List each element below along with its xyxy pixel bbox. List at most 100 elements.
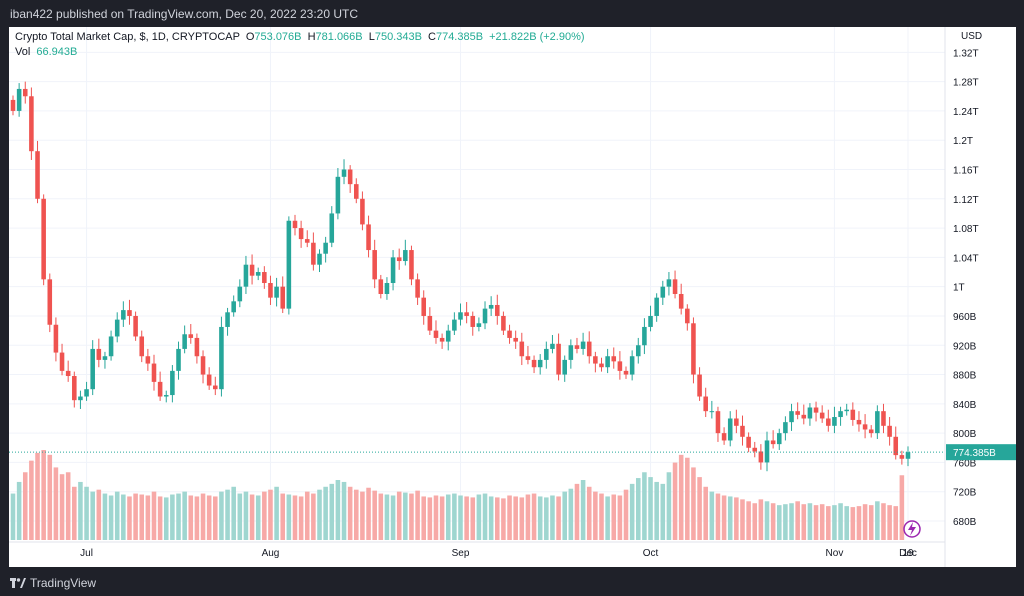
volume-bar <box>832 505 837 540</box>
candle-body <box>752 447 758 452</box>
volume-bar <box>427 497 433 540</box>
candle-body <box>59 352 65 371</box>
legend-volume-row: Vol 66.943B <box>15 45 585 60</box>
volume-bar <box>635 478 641 540</box>
volume-bar <box>605 496 610 540</box>
volume-bar <box>384 494 390 540</box>
volume-bar <box>458 495 463 540</box>
candle-body <box>482 308 488 324</box>
tradingview-logo-text: TradingView <box>30 576 97 590</box>
price-axis-unit: USD <box>961 31 982 42</box>
volume-bar <box>114 491 120 540</box>
volume-bar <box>108 495 114 540</box>
candle-body <box>838 411 843 418</box>
volume-bar <box>53 467 59 540</box>
volume-bar <box>654 481 659 540</box>
candle-body <box>127 310 132 316</box>
candle-body <box>623 370 629 375</box>
price-tick-label: 1.16T <box>953 165 979 176</box>
chart-panel[interactable]: 680B 720B 760B 800B 840B 880B 920B 960B 1T 1.04T 1… <box>9 27 1016 567</box>
candle-body <box>801 414 807 419</box>
volume-bar <box>537 496 543 540</box>
volume-bar <box>734 497 739 540</box>
legend-low-label: L <box>368 31 375 43</box>
volume-bar <box>10 493 16 540</box>
candle-body <box>335 176 341 214</box>
candle-body <box>580 341 586 349</box>
volume-bar <box>789 503 794 540</box>
candle-body <box>341 169 347 177</box>
volume-bar <box>513 496 518 540</box>
volume-bar <box>574 483 580 540</box>
candle-body <box>206 374 212 386</box>
volume-bar <box>617 495 623 540</box>
candle-body <box>108 336 114 357</box>
volume-bar <box>482 493 488 540</box>
candle-body <box>856 419 862 425</box>
candle-body <box>317 253 322 265</box>
volume-bar <box>403 492 408 540</box>
volume-bar <box>139 494 145 540</box>
volume-bar <box>445 494 451 540</box>
volume-bar <box>703 486 708 540</box>
candle-body <box>899 455 905 459</box>
candlestick-chart[interactable]: 680B 720B 760B 800B 840B 880B 920B 960B 1T 1.04T 1… <box>9 27 1016 567</box>
candle-body <box>746 436 751 448</box>
volume-bar <box>78 481 83 540</box>
volume-bar <box>519 497 525 540</box>
volume-bar <box>685 457 690 540</box>
candle-body <box>513 337 518 342</box>
volume-bar <box>580 480 586 540</box>
candle-body <box>286 220 292 309</box>
volume-bar <box>795 501 800 540</box>
volume-bar <box>801 504 807 540</box>
volume-bar <box>770 503 776 540</box>
volume-bar <box>709 491 715 540</box>
volume-bar <box>292 495 298 540</box>
candle-body <box>819 412 825 419</box>
volume-bar <box>84 486 89 540</box>
volume-bar <box>562 491 567 540</box>
price-tick-label: 720B <box>953 488 977 499</box>
volume-bar <box>586 486 592 540</box>
volume-bar <box>323 486 328 540</box>
volume-bar <box>452 493 457 540</box>
candle-body <box>439 337 445 342</box>
volume-bar <box>274 486 279 540</box>
candle-body <box>96 348 102 360</box>
candle-body <box>672 279 678 294</box>
candle-body <box>568 345 574 360</box>
candle-body <box>826 418 831 426</box>
volume-bar <box>764 501 770 540</box>
volume-bar <box>697 477 702 540</box>
volume-bar <box>593 491 598 540</box>
candle-body <box>16 88 22 111</box>
volume-bar <box>464 496 469 540</box>
candle-body <box>574 345 580 349</box>
candle-body <box>862 424 868 430</box>
volume-bar <box>727 496 733 540</box>
candle-body <box>648 315 653 327</box>
candle-body <box>354 184 359 199</box>
volume-bar <box>666 472 672 540</box>
volume-bar <box>862 504 868 540</box>
candle-body <box>501 315 506 331</box>
volume-bar <box>22 472 28 540</box>
candle-body <box>90 348 95 390</box>
candle-body <box>635 345 641 357</box>
candle-body <box>764 440 770 463</box>
tradingview-logo[interactable]: TradingView <box>10 576 96 590</box>
time-tick-label: Nov <box>826 548 844 559</box>
volume-bar <box>531 493 537 540</box>
price-tick-label: 1.24T <box>953 107 979 118</box>
volume-bar <box>691 467 696 540</box>
candle-body <box>727 418 733 441</box>
candle-body <box>832 417 837 426</box>
candle-body <box>347 169 353 185</box>
volume-bar <box>121 494 126 540</box>
candle-body <box>525 356 531 360</box>
volume-bar <box>225 489 230 540</box>
candle-body <box>133 315 138 337</box>
candle-body <box>458 312 463 320</box>
volume-bar <box>372 490 377 540</box>
